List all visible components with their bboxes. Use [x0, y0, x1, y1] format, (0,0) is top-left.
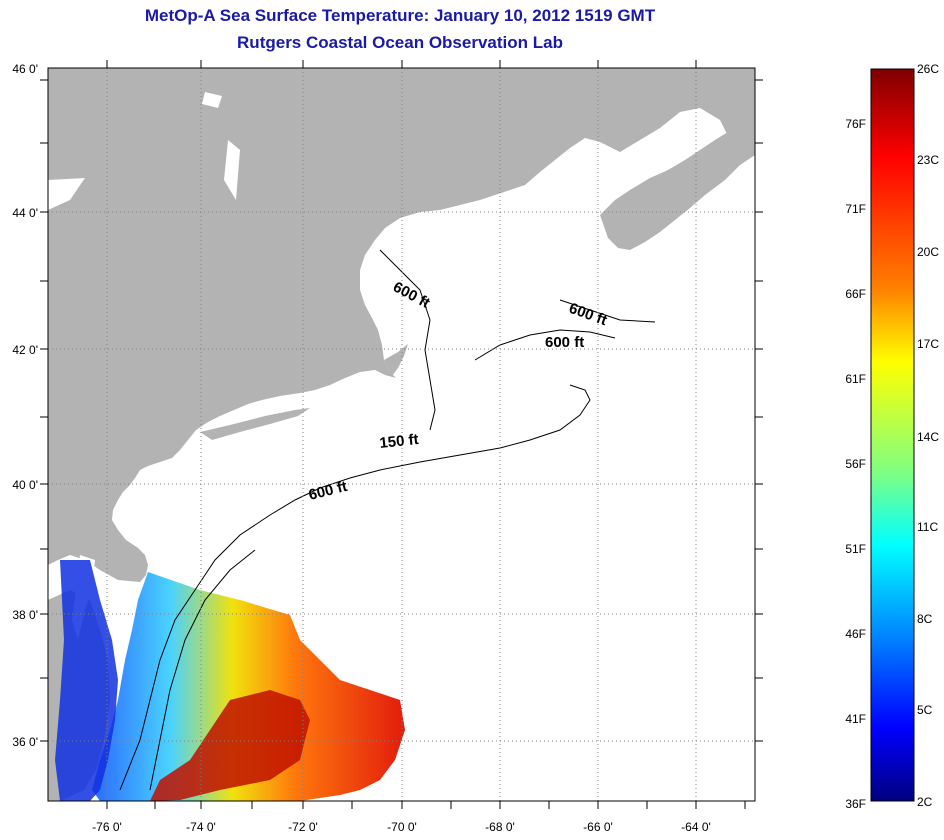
- colorbar-f-36: 36F: [845, 797, 866, 811]
- colorbar-f-51: 51F: [845, 542, 866, 556]
- colorbar-f-41: 41F: [845, 712, 866, 726]
- colorbar-f-61: 61F: [845, 372, 866, 386]
- colorbar-f-66: 66F: [845, 287, 866, 301]
- colorbar-c-26: 26C: [917, 62, 939, 76]
- lat-label-40: 40 0': [12, 478, 38, 492]
- lat-label-36: 36 0': [12, 735, 38, 749]
- lon-label-68: -68 0': [485, 820, 515, 834]
- map-subtitle: Rutgers Coastal Ocean Observation Lab: [237, 33, 563, 52]
- axis-ticks: [40, 60, 763, 809]
- contour-label-150: 150 ft: [379, 431, 420, 452]
- lon-label-74: -74 0': [186, 820, 216, 834]
- nova-scotia: [600, 128, 755, 250]
- lon-label-76: -76 0': [92, 820, 122, 834]
- lat-label-46: 46 0': [12, 62, 38, 76]
- colorbar-f-71: 71F: [845, 202, 866, 216]
- colorbar-c-17: 17C: [917, 337, 939, 351]
- long-island: [200, 408, 310, 440]
- colorbar-c-5: 5C: [917, 703, 933, 717]
- lat-label-38: 38 0': [12, 608, 38, 622]
- lon-label-64: -64 0': [681, 820, 711, 834]
- colorbar-f-46: 46F: [845, 627, 866, 641]
- map-area: 600 ft 600 ft 600 ft 150 ft 600 ft: [48, 68, 755, 801]
- contour-label-600-3: 600 ft: [545, 334, 584, 351]
- colorbar-c-23: 23C: [917, 153, 939, 167]
- lon-label-70: -70 0': [387, 820, 417, 834]
- colorbar-c-2: 2C: [917, 795, 933, 809]
- colorbar-f-76: 76F: [845, 117, 866, 131]
- colorbar-c-8: 8C: [917, 612, 933, 626]
- colorbar-c-14: 14C: [917, 430, 939, 444]
- land-mass: [48, 68, 755, 582]
- bathymetry-contours: [119, 249, 656, 791]
- lat-label-44: 44 0': [12, 206, 38, 220]
- colorbar-c-11: 11C: [917, 520, 938, 534]
- map-title: MetOp-A Sea Surface Temperature: January…: [144, 6, 656, 25]
- lat-label-42: 42 0': [12, 343, 38, 357]
- colorbar-f-56: 56F: [845, 457, 866, 471]
- sst-swath: [92, 572, 405, 801]
- temperature-colorbar: [870, 68, 915, 802]
- lon-label-66: -66 0': [583, 820, 613, 834]
- lon-label-72: -72 0': [288, 820, 318, 834]
- colorbar-c-20: 20C: [917, 245, 939, 259]
